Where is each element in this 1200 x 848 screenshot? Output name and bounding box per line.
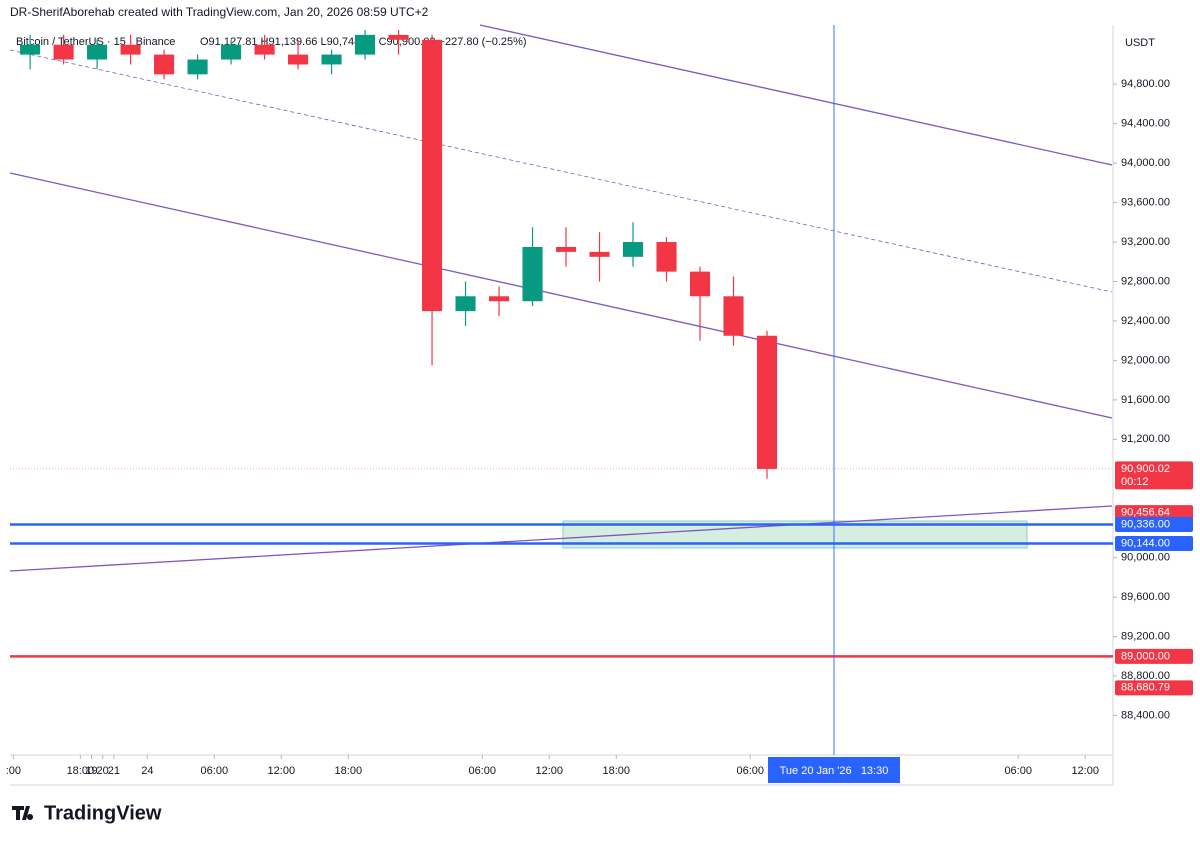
y-tick-label: 92,000.00 — [1121, 354, 1170, 366]
candle-body — [187, 59, 208, 75]
candle-body — [555, 246, 577, 252]
candle-body — [756, 335, 778, 469]
x-tick-label: 18:00 — [335, 765, 363, 777]
candle-body — [20, 44, 41, 55]
trend-line — [9, 172, 1113, 419]
x-tick-label: 21 — [108, 765, 120, 777]
x-tick-label: 06:00 — [1004, 765, 1032, 777]
candle-body — [254, 44, 275, 55]
y-tick-label: 89,200.00 — [1121, 631, 1170, 643]
trend-lines — [9, 24, 1113, 572]
y-tick-label: 91,600.00 — [1121, 394, 1170, 406]
logo-text: TradingView — [44, 802, 162, 824]
logo: TradingView — [12, 802, 162, 824]
candle-body — [221, 44, 242, 60]
x-tick-label: 06:00 — [736, 765, 764, 777]
y-tick-label: 94,800.00 — [1121, 78, 1170, 90]
x-tick-label: 12:00 — [1071, 765, 1099, 777]
level-label: 90,336.00 — [1121, 518, 1170, 530]
candle-body — [488, 296, 510, 302]
candle-body — [87, 44, 108, 60]
candle-body — [589, 251, 610, 257]
candle-body — [656, 242, 677, 272]
crosshair-badge — [767, 757, 900, 783]
trend-line — [479, 24, 1113, 166]
trend-line — [9, 505, 1113, 572]
y-tick-label: 94,000.00 — [1121, 157, 1170, 169]
y-tick-label: 92,800.00 — [1121, 275, 1170, 287]
x-tick-label: 18:00 — [603, 765, 631, 777]
y-tick-label: 90,000.00 — [1121, 552, 1170, 564]
x-tick-label: 06:00 — [469, 765, 497, 777]
y-tick-label: 88,800.00 — [1121, 670, 1170, 682]
x-tick-label: 06:00 — [201, 765, 229, 777]
candle-body — [53, 44, 74, 60]
trend-line-mid — [9, 49, 1113, 293]
crosshair-label: Tue 20 Jan '26 13:30 — [780, 765, 889, 777]
level-badge — [1115, 535, 1193, 551]
candle-body — [120, 44, 141, 55]
y-tick-label: 92,400.00 — [1121, 315, 1170, 327]
level-badge — [1115, 680, 1193, 696]
candle-body — [455, 296, 476, 312]
candle-body — [522, 246, 543, 302]
y-tick-label: 91,200.00 — [1121, 433, 1170, 445]
candle-body — [421, 39, 443, 312]
level-label: 89,000.00 — [1121, 650, 1170, 662]
x-tick-label: 20 — [97, 765, 109, 777]
candle-body — [321, 54, 342, 65]
x-tick-label: 19 — [85, 765, 97, 777]
y-tick-label: 89,600.00 — [1121, 591, 1170, 603]
level-badge — [1115, 461, 1193, 490]
candle-body — [288, 54, 309, 65]
logo-icon — [12, 806, 34, 820]
candle-body — [355, 34, 376, 55]
candle-body — [622, 242, 644, 257]
x-tick-label: 24 — [141, 765, 153, 777]
level-label: 90,144.00 — [1121, 537, 1170, 549]
candle-body — [723, 296, 744, 336]
candle-body — [154, 54, 175, 75]
level-badge — [1115, 648, 1193, 664]
x-tick-label: 12:00 — [268, 765, 296, 777]
y-tick-label: 93,600.00 — [1121, 196, 1170, 208]
level-label: 90,456.64 — [1121, 507, 1170, 519]
x-tick-label: :00 — [6, 765, 21, 777]
level-label: 88,680.79 — [1121, 682, 1170, 694]
y-tick-label: 93,200.00 — [1121, 236, 1170, 248]
candle-body — [689, 271, 711, 297]
level-sublabel: 00:12 — [1121, 476, 1149, 488]
level-label: 90,900.02 — [1121, 463, 1170, 475]
header: DR-SherifAborehab created with TradingVi… — [10, 5, 429, 19]
level-badge — [1115, 517, 1193, 533]
x-tick-label: 12:00 — [536, 765, 564, 777]
y-tick-label: 94,400.00 — [1121, 118, 1170, 130]
y-tick-label: 88,400.00 — [1121, 709, 1170, 721]
level-badge — [1115, 505, 1193, 521]
currency-label: USDT — [1125, 37, 1155, 49]
x-tick-label: 18:00 — [67, 765, 95, 777]
candle-body — [388, 34, 409, 40]
